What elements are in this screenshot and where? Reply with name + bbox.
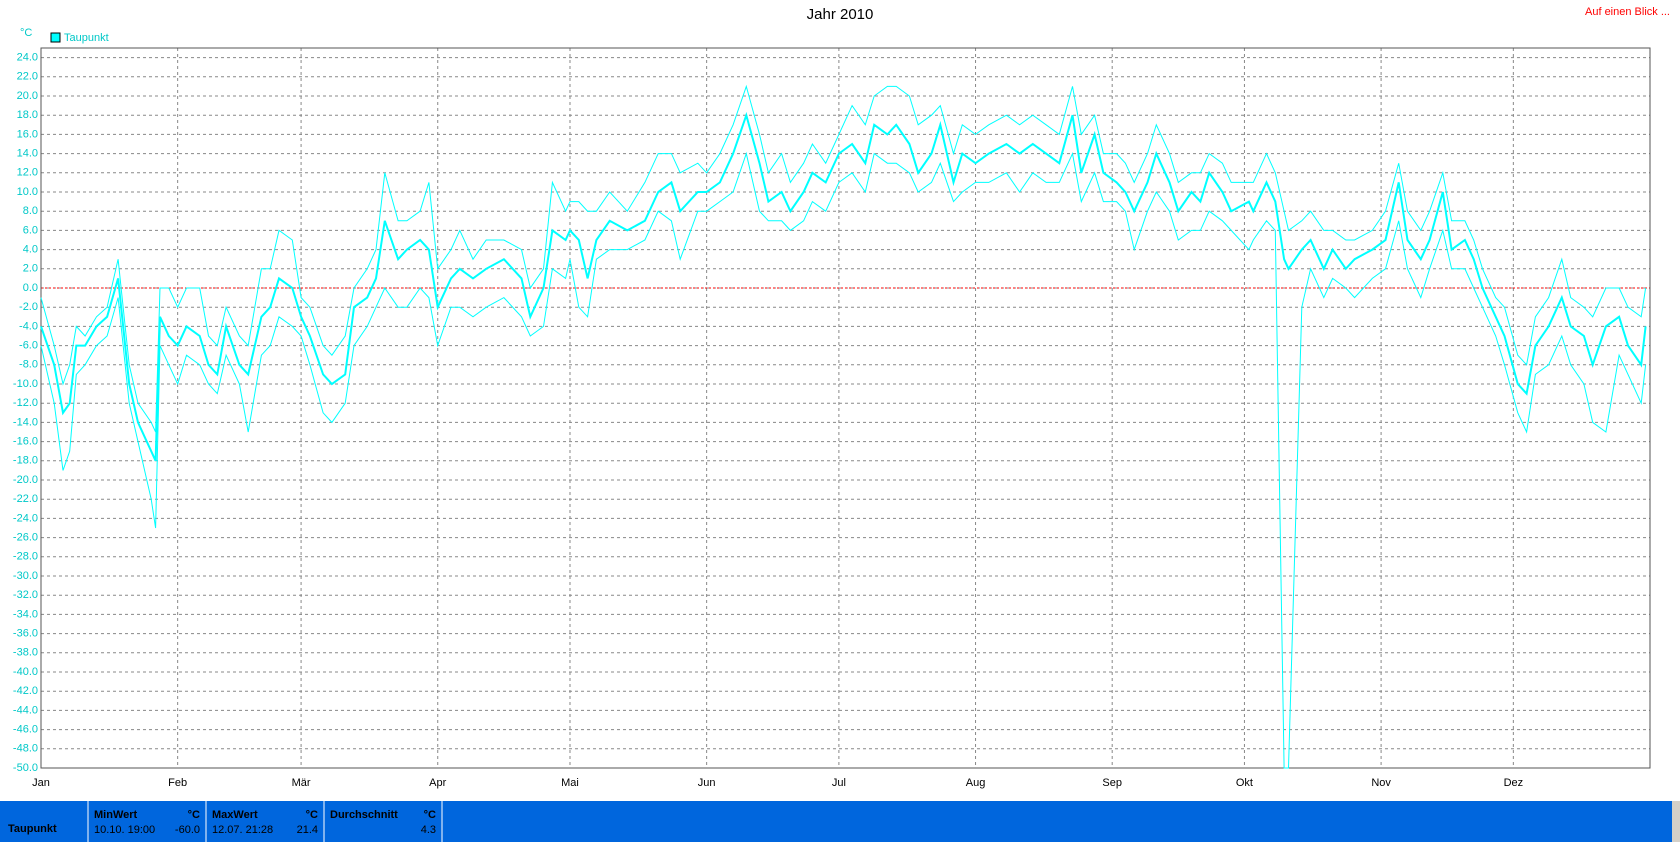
plot-border: [40, 47, 1651, 769]
y-tick-label: -42.0: [13, 685, 38, 697]
y-tick-label: -10.0: [13, 378, 38, 390]
stats-header: MinWert: [94, 809, 138, 821]
stats-unit: °C: [188, 809, 200, 821]
stats-value: -60.0: [175, 824, 200, 836]
x-tick-label: Mär: [292, 777, 311, 789]
stats-value: 21.4: [297, 824, 318, 836]
y-tick-label: 24.0: [17, 52, 38, 64]
y-tick-label: -46.0: [13, 724, 38, 736]
legend-label: Taupunkt: [64, 32, 109, 44]
y-tick-label: 14.0: [17, 148, 38, 160]
y-tick-label: -44.0: [13, 704, 38, 716]
corner-link[interactable]: Auf einen Blick ...: [1585, 6, 1670, 18]
y-tick-label: -16.0: [13, 436, 38, 448]
stats-row-label: Taupunkt: [8, 823, 57, 835]
x-tick-label: Sep: [1102, 777, 1122, 789]
y-tick-label: -6.0: [19, 340, 38, 352]
x-tick-label: Jul: [832, 777, 846, 789]
y-tick-label: -24.0: [13, 512, 38, 524]
stats-header: MaxWert: [212, 809, 258, 821]
line-min: [40, 151, 1647, 769]
legend-swatch: [50, 32, 61, 43]
y-tick-label: 20.0: [17, 90, 38, 102]
stats-time: 10.10. 19:00: [94, 824, 155, 836]
y-tick-label: -22.0: [13, 493, 38, 505]
y-tick-label: -20.0: [13, 474, 38, 486]
y-tick-label: -26.0: [13, 532, 38, 544]
x-tick-label: Feb: [168, 777, 187, 789]
y-tick-label: 18.0: [17, 109, 38, 121]
line-values: [40, 111, 1647, 462]
y-tick-label: -18.0: [13, 455, 38, 467]
stats-header: Durchschnitt: [330, 809, 398, 821]
y-tick-label: 16.0: [17, 128, 38, 140]
stats-unit: °C: [424, 809, 436, 821]
y-tick-label: -4.0: [19, 320, 38, 332]
y-tick-label: -32.0: [13, 589, 38, 601]
x-tick-label: Nov: [1371, 777, 1391, 789]
y-tick-label: 2.0: [23, 263, 38, 275]
y-tick-label: 8.0: [23, 205, 38, 217]
x-tick-label: Dez: [1504, 777, 1524, 789]
y-tick-label: 10.0: [17, 186, 38, 198]
y-tick-label: -28.0: [13, 551, 38, 563]
y-tick-label: 4.0: [23, 244, 38, 256]
y-tick-label: 22.0: [17, 71, 38, 83]
y-tick-label: -40.0: [13, 666, 38, 678]
y-tick-label: 12.0: [17, 167, 38, 179]
line-max: [40, 84, 1647, 433]
stats-unit: °C: [306, 809, 318, 821]
x-tick-label: Jun: [698, 777, 716, 789]
x-tick-label: Aug: [966, 777, 986, 789]
x-tick-label: Okt: [1236, 777, 1253, 789]
y-tick-label: -38.0: [13, 647, 38, 659]
y-tick-label: -34.0: [13, 608, 38, 620]
y-unit: °C: [20, 27, 32, 39]
chart-title: Jahr 2010: [807, 6, 874, 23]
stats-value: 4.3: [421, 824, 436, 836]
y-tick-label: -2.0: [19, 301, 38, 313]
stats-bar: [0, 801, 1672, 842]
y-tick-label: -50.0: [13, 762, 38, 774]
x-tick-label: Mai: [561, 777, 579, 789]
stats-time: 12.07. 21:28: [212, 824, 273, 836]
y-tick-label: -48.0: [13, 743, 38, 755]
x-tick-label: Apr: [429, 777, 446, 789]
stats-bar-edge: [1672, 801, 1680, 842]
y-tick-label: -12.0: [13, 397, 38, 409]
y-tick-label: 6.0: [23, 224, 38, 236]
x-tick-label: Jan: [32, 777, 50, 789]
y-tick-label: -8.0: [19, 359, 38, 371]
y-tick-label: -14.0: [13, 416, 38, 428]
y-tick-label: 0.0: [23, 282, 38, 294]
y-tick-label: -30.0: [13, 570, 38, 582]
y-tick-label: -36.0: [13, 628, 38, 640]
